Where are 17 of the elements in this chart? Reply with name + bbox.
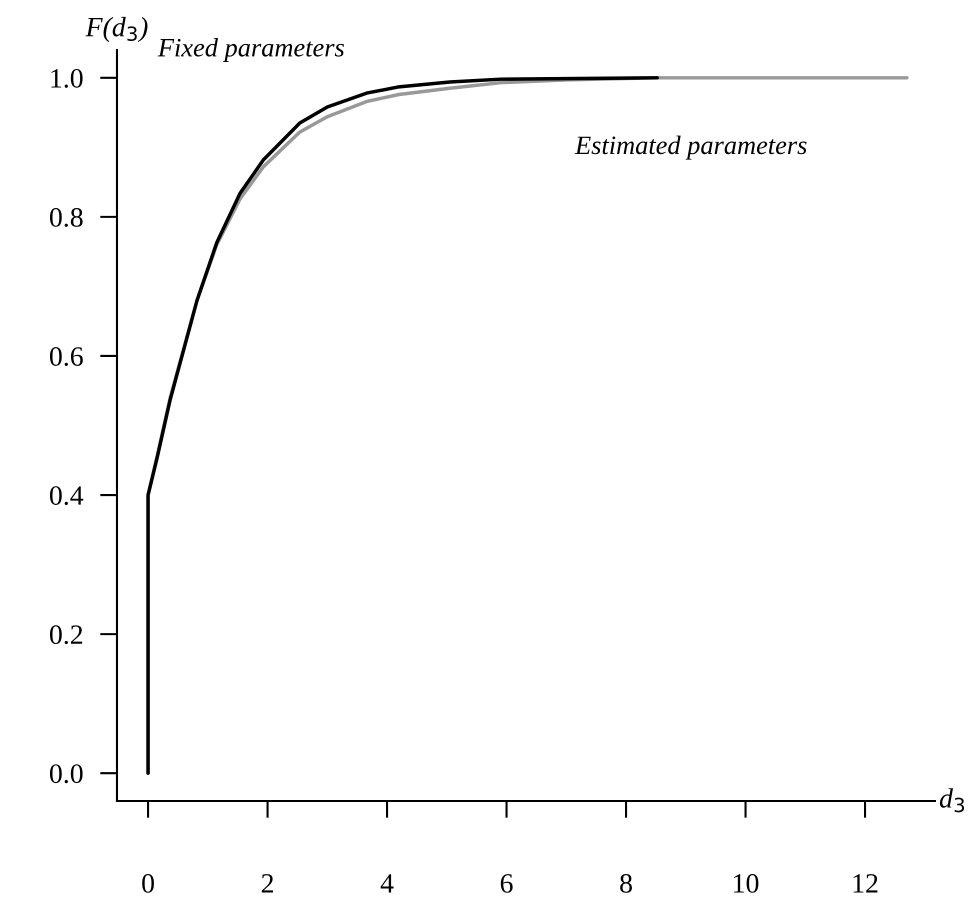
x-tick-label: 0 xyxy=(142,874,154,893)
y-tick-label: 1.0 xyxy=(51,68,83,88)
x-tick-label: 6 xyxy=(500,874,513,893)
x-tick-label: 10 xyxy=(734,874,758,893)
y-tick-label: 0.0 xyxy=(50,764,83,784)
x-axis-title: d$_{3}$ xyxy=(940,788,964,812)
y-axis-title: F(d$_{3}$) xyxy=(85,16,148,42)
series-label: Fixed parameters xyxy=(158,38,344,62)
y-tick-label: 0.8 xyxy=(50,208,83,227)
x-tick-label: 8 xyxy=(620,874,632,893)
text: Estimated parameters xyxy=(574,136,807,160)
x-tick-label: 2 xyxy=(262,874,273,892)
x-tick-label: 4 xyxy=(380,874,394,892)
y-tick-label: 0.2 xyxy=(50,625,82,644)
y-tick-label: 0.4 xyxy=(50,486,84,506)
y-tick-label: 0.6 xyxy=(50,347,83,366)
x-tick-label: 12 xyxy=(854,874,878,892)
